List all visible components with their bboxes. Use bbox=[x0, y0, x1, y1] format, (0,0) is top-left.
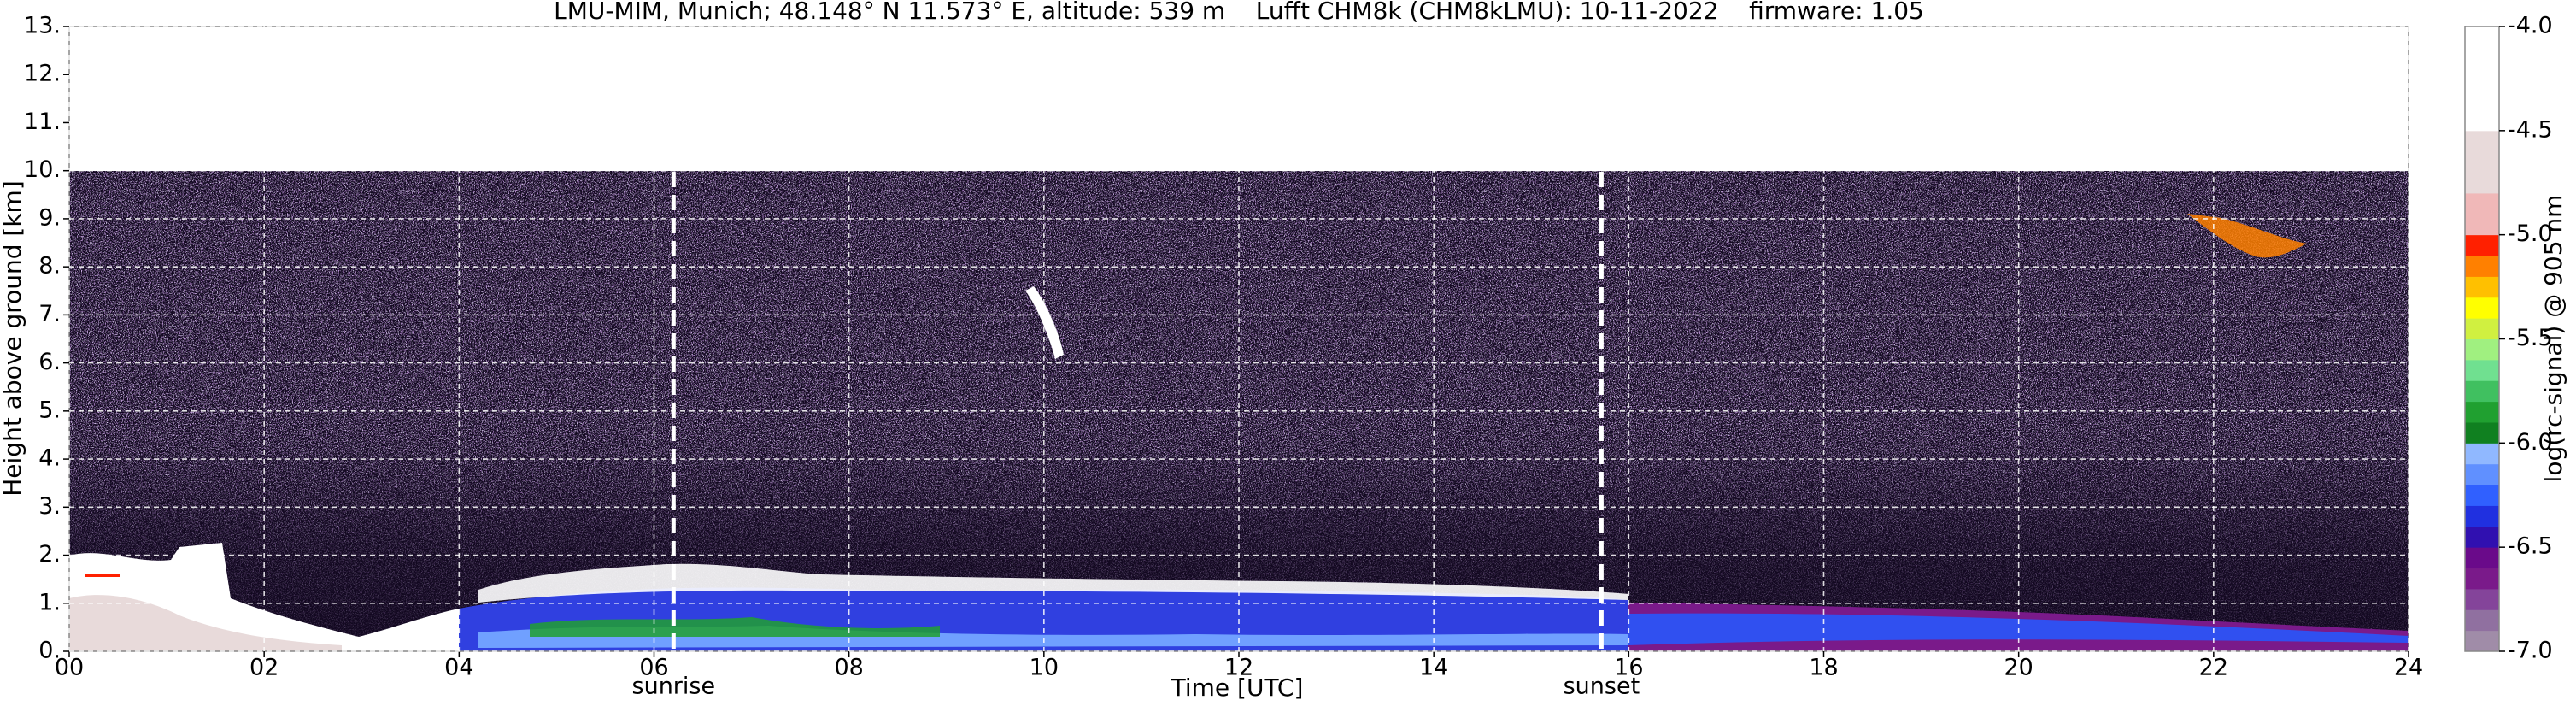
y-axis-label: Height above ground [km] bbox=[0, 180, 26, 497]
cirrus-patch bbox=[2187, 214, 2307, 258]
colorbar-swatch bbox=[2465, 109, 2499, 132]
y-tick-label: 12. bbox=[24, 61, 61, 87]
colorbar-swatch bbox=[2465, 547, 2499, 569]
y-tick-label: 0. bbox=[38, 638, 61, 664]
x-tick-label: 20 bbox=[2004, 655, 2033, 681]
colorbar-swatch bbox=[2465, 338, 2499, 361]
colorbar-swatch bbox=[2465, 130, 2499, 152]
colorbar-swatch bbox=[2465, 192, 2499, 215]
colorbar-swatch bbox=[2465, 89, 2499, 110]
x-axis-label: Time [UTC] bbox=[1171, 674, 1304, 702]
colorbar-swatch bbox=[2465, 276, 2499, 298]
colorbar-swatch bbox=[2465, 214, 2499, 236]
colorbar-swatch bbox=[2465, 505, 2499, 527]
colorbar-swatch bbox=[2465, 588, 2499, 610]
colorbar-tick-label: -7.0 bbox=[2508, 638, 2553, 664]
x-tick-label: 02 bbox=[249, 655, 279, 681]
colorbar-tick-label: -6.5 bbox=[2508, 533, 2553, 560]
layer-green bbox=[530, 617, 940, 637]
y-tick-label: 3. bbox=[38, 493, 61, 520]
x-tick-label: 24 bbox=[2394, 655, 2423, 681]
colorbar-swatch bbox=[2465, 256, 2499, 277]
colorbar-tick-label: -4.5 bbox=[2508, 116, 2553, 143]
colorbar-swatch bbox=[2465, 26, 2499, 48]
colorbar-swatch bbox=[2465, 609, 2499, 632]
chart-title: LMU-MIM, Munich; 48.148° N 11.573° E, al… bbox=[554, 0, 1924, 25]
y-tick-label: 4. bbox=[38, 445, 61, 472]
y-tick-label: 5. bbox=[38, 397, 61, 423]
x-tick-label: 08 bbox=[834, 655, 863, 681]
colorbar-swatch bbox=[2465, 151, 2499, 174]
y-tick-label: 7. bbox=[38, 301, 61, 327]
colorbar-swatch bbox=[2465, 318, 2499, 339]
y-tick-label: 10. bbox=[24, 156, 61, 183]
x-tick-label: 22 bbox=[2199, 655, 2228, 681]
y-tick-label: 9. bbox=[38, 204, 61, 231]
colorbar-swatch bbox=[2465, 568, 2499, 590]
x-tick-label: 04 bbox=[444, 655, 473, 681]
y-tick-label: 1. bbox=[38, 589, 61, 615]
colorbar-label: log(rc-signal) @ 905 nm bbox=[2539, 195, 2567, 483]
colorbar-swatch bbox=[2465, 380, 2499, 403]
layer-top-white bbox=[478, 563, 1628, 603]
colorbar-swatch bbox=[2465, 297, 2499, 319]
colorbar-swatch bbox=[2465, 630, 2499, 652]
colorbar-swatch bbox=[2465, 68, 2499, 90]
colorbar-swatch bbox=[2465, 526, 2499, 548]
colorbar-swatch bbox=[2465, 401, 2499, 423]
colorbar-swatch bbox=[2465, 443, 2499, 465]
event-label: sunrise bbox=[632, 674, 716, 700]
event-label: sunset bbox=[1564, 674, 1640, 700]
colorbar-swatch bbox=[2465, 421, 2499, 444]
colorbar-swatch bbox=[2465, 47, 2499, 69]
y-tick-label: 8. bbox=[38, 253, 61, 279]
x-tick-label: 16 bbox=[1614, 655, 1643, 681]
colorbar-swatch bbox=[2465, 463, 2499, 485]
x-tick-label: 12 bbox=[1224, 655, 1253, 681]
colorbar-tick-label: -5.0 bbox=[2508, 221, 2553, 247]
x-tick-label: 00 bbox=[55, 655, 84, 681]
x-tick-label: 14 bbox=[1419, 655, 1448, 681]
y-tick-label: 13. bbox=[24, 13, 61, 39]
colorbar-tick-label: -4.0 bbox=[2508, 13, 2553, 39]
x-tick-label: 18 bbox=[1809, 655, 1838, 681]
y-tick-label: 11. bbox=[24, 109, 61, 135]
x-tick-label: 06 bbox=[639, 655, 668, 681]
colorbar-swatch bbox=[2465, 485, 2499, 506]
colorbar-tick-label: -6.0 bbox=[2508, 429, 2553, 456]
early-layer-pink bbox=[69, 595, 342, 651]
colorbar-swatch bbox=[2465, 172, 2499, 194]
x-tick-label: 10 bbox=[1030, 655, 1059, 681]
colorbar-swatch bbox=[2465, 234, 2499, 256]
colorbar-swatch bbox=[2465, 359, 2499, 381]
y-tick-label: 6. bbox=[38, 349, 61, 375]
colorbar-tick-label: -5.5 bbox=[2508, 325, 2553, 351]
y-tick-label: 2. bbox=[38, 541, 61, 568]
